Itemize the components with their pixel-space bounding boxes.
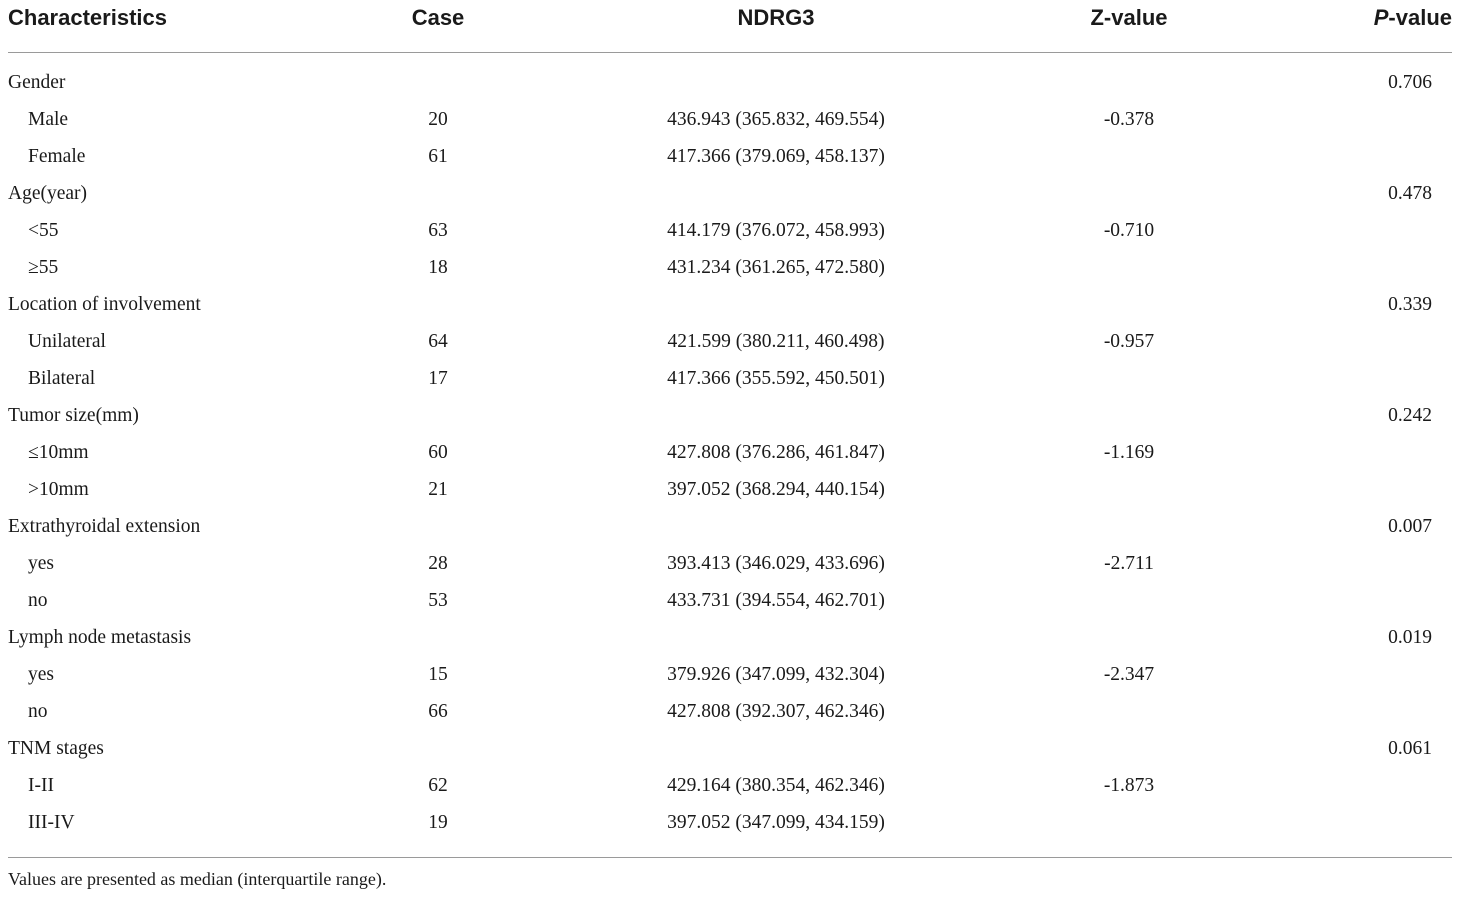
cell-case: 63 <box>428 220 448 241</box>
table-group-row: Lymph node metastasis 0.019 <box>0 621 1460 658</box>
cell-ndrg3: 427.808 (376.286, 461.847) <box>667 442 885 463</box>
table-subrow: I-II 62 429.164 (380.354, 462.346) -1.873 <box>0 769 1460 806</box>
header-p-value-italic: P <box>1373 5 1389 30</box>
table-subrow: Male 20 436.943 (365.832, 469.554) -0.378 <box>0 103 1460 140</box>
cell-z-value: -2.711 <box>1104 553 1154 574</box>
cell-characteristic: yes <box>28 553 54 574</box>
cell-case: 15 <box>428 664 448 685</box>
cell-p-value: 0.061 <box>1388 738 1432 759</box>
table-subrow: Bilateral 17 417.366 (355.592, 450.501) <box>0 362 1460 399</box>
header-characteristics: Characteristics <box>8 5 167 30</box>
cell-characteristic: Extrathyroidal extension <box>8 516 201 537</box>
table-group-row: TNM stages 0.061 <box>0 732 1460 769</box>
cell-z-value: -2.347 <box>1103 664 1155 685</box>
cell-characteristic: Tumor size(mm) <box>8 405 139 426</box>
cell-characteristic: no <box>28 701 48 722</box>
cell-ndrg3: 417.366 (355.592, 450.501) <box>667 368 885 389</box>
cell-characteristic: yes <box>28 664 54 685</box>
cell-ndrg3: 429.164 (380.354, 462.346) <box>667 775 885 796</box>
cell-z-value: -1.873 <box>1103 775 1155 796</box>
header-case: Case <box>411 5 465 30</box>
cell-characteristic: Age(year) <box>8 183 88 204</box>
cell-p-value: 0.339 <box>1388 294 1432 315</box>
cell-case: 18 <box>428 257 448 278</box>
cell-z-value: -0.378 <box>1103 109 1155 130</box>
cell-case: 17 <box>428 368 448 389</box>
cell-characteristic: Location of involvement <box>8 294 201 315</box>
table-subrow: no 53 433.731 (394.554, 462.701) <box>0 584 1460 621</box>
cell-ndrg3: 414.179 (376.072, 458.993) <box>667 220 885 241</box>
table-group-row: Location of involvement 0.339 <box>0 288 1460 325</box>
table-group-row: Gender 0.706 <box>0 66 1460 103</box>
table-subrow: ≤10mm 60 427.808 (376.286, 461.847) -1.169 <box>0 436 1460 473</box>
header-p-value-rest: -value <box>1388 5 1452 30</box>
cell-ndrg3: 421.599 (380.211, 460.498) <box>667 331 885 352</box>
cell-characteristic: Female <box>28 146 86 167</box>
table-group-row: Tumor size(mm) 0.242 <box>0 399 1460 436</box>
cell-characteristic: Male <box>28 109 69 130</box>
cell-ndrg3: 393.413 (346.029, 433.696) <box>667 553 885 574</box>
cell-characteristic: <55 <box>28 220 59 241</box>
cell-characteristic: Lymph node metastasis <box>8 627 192 648</box>
cell-ndrg3: 433.731 (394.554, 462.701) <box>667 590 885 611</box>
cell-ndrg3: 417.366 (379.069, 458.137) <box>667 146 885 167</box>
table-subrow: Unilateral 64 421.599 (380.211, 460.498) -0… <box>0 325 1460 362</box>
table-group-row: Age(year) 0.478 <box>0 177 1460 214</box>
cell-p-value: 0.007 <box>1388 516 1432 537</box>
cell-case: 61 <box>428 146 448 167</box>
cell-z-value: -1.169 <box>1103 442 1155 463</box>
table-subrow: III-IV 19 397.052 (347.099, 434.159) <box>0 806 1460 843</box>
cell-characteristic: TNM stages <box>8 738 104 759</box>
cell-case: 66 <box>428 701 448 722</box>
footer-divider <box>8 857 1452 858</box>
cell-z-value: -0.957 <box>1103 331 1155 352</box>
cell-case: 62 <box>428 775 448 796</box>
table-subrow: >10mm 21 397.052 (368.294, 440.154) <box>0 473 1460 510</box>
table-subrow: <55 63 414.179 (376.072, 458.993) -0.710 <box>0 214 1460 251</box>
header-z-value: Z-value <box>1090 5 1168 30</box>
cell-ndrg3: 397.052 (368.294, 440.154) <box>667 479 885 500</box>
cell-ndrg3: 436.943 (365.832, 469.554) <box>667 109 885 130</box>
cell-case: 21 <box>428 479 448 500</box>
cell-z-value: -0.710 <box>1103 220 1155 241</box>
cell-p-value: 0.478 <box>1388 183 1432 204</box>
cell-characteristic: Gender <box>8 72 66 93</box>
table-subrow: yes 28 393.413 (346.029, 433.696) -2.711 <box>0 547 1460 584</box>
table-subrow: ≥55 18 431.234 (361.265, 472.580) <box>0 251 1460 288</box>
cell-p-value: 0.706 <box>1388 72 1432 93</box>
table-body: Gender 0.706 Male 20 436.943 (365.832, 469.5… <box>0 66 1460 843</box>
cell-characteristic: >10mm <box>28 479 89 500</box>
table-footnote: Values are presented as median (interqua… <box>8 869 387 889</box>
table-subrow: no 66 427.808 (392.307, 462.346) <box>0 695 1460 732</box>
cell-characteristic: Bilateral <box>28 368 96 389</box>
header-ndrg3: NDRG3 <box>737 5 815 30</box>
cell-characteristic: ≤10mm <box>28 442 89 463</box>
cell-case: 19 <box>428 812 448 833</box>
cell-case: 53 <box>428 590 448 611</box>
cell-p-value: 0.019 <box>1388 627 1432 648</box>
cell-case: 20 <box>428 109 448 130</box>
cell-characteristic: III-IV <box>28 812 75 833</box>
cell-characteristic: ≥55 <box>28 257 59 278</box>
cell-characteristic: I-II <box>28 775 54 796</box>
table-group-row: Extrathyroidal extension 0.007 <box>0 510 1460 547</box>
table-subrow: Female 61 417.366 (379.069, 458.137) <box>0 140 1460 177</box>
cell-characteristic: Unilateral <box>28 331 106 352</box>
table-subrow: yes 15 379.926 (347.099, 432.304) -2.347 <box>0 658 1460 695</box>
table-header: Characteristics Case NDRG3 Z-value P-val… <box>0 0 1460 40</box>
cell-case: 28 <box>428 553 448 574</box>
cell-case: 64 <box>428 331 448 352</box>
cell-case: 60 <box>428 442 448 463</box>
cell-ndrg3: 397.052 (347.099, 434.159) <box>667 812 885 833</box>
cell-ndrg3: 379.926 (347.099, 432.304) <box>667 664 885 685</box>
cell-ndrg3: 431.234 (361.265, 472.580) <box>667 257 885 278</box>
header-p-value: P-value <box>1374 5 1452 31</box>
cell-p-value: 0.242 <box>1388 405 1432 426</box>
header-divider <box>8 52 1452 53</box>
cell-ndrg3: 427.808 (392.307, 462.346) <box>667 701 885 722</box>
cell-characteristic: no <box>28 590 48 611</box>
